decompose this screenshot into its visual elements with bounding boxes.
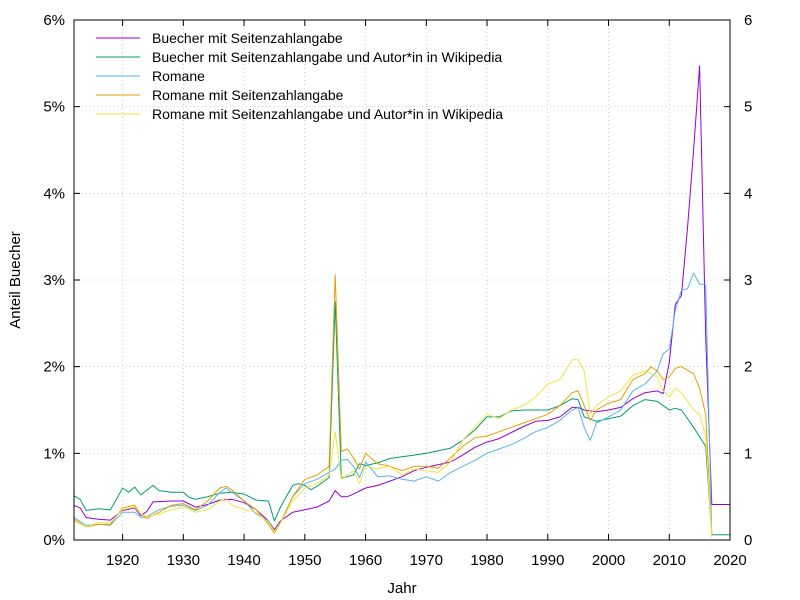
series-lines: [73, 65, 730, 537]
x-tick-label: 1920: [106, 552, 139, 569]
y-tick-label-right: 2: [744, 359, 752, 376]
series-line-5: [73, 359, 713, 536]
axis-ticks: 1920 1930 1940 1950 1960 1970 1980 1990 2000 2010…: [43, 12, 752, 569]
x-tick-label: 2000: [592, 552, 625, 569]
legend-label-5: Romane mit Seitenzahlangabe und Autor*in…: [152, 106, 503, 122]
x-tick-label: 1940: [227, 552, 260, 569]
y-tick-label-left: 5%: [43, 99, 65, 116]
y-tick-label-left: 2%: [43, 359, 65, 376]
y-tick-label-left: 0%: [43, 532, 65, 549]
y-tick-label-right: 1: [744, 445, 752, 462]
x-tick-label: 1960: [349, 552, 382, 569]
series-line-4: [73, 274, 713, 536]
x-tick-label: 1980: [470, 552, 503, 569]
legend: Buecher mit Seitenzahlangabe Buecher mit …: [96, 30, 503, 122]
grid: [74, 20, 730, 540]
legend-label-2: Buecher mit Seitenzahlangabe und Autor*i…: [152, 49, 502, 65]
y-tick-label-right: 0: [744, 532, 752, 549]
legend-label-4: Romane mit Seitenzahlangabe: [152, 87, 344, 103]
series-line-3: [73, 272, 713, 537]
legend-label-3: Romane: [152, 68, 205, 84]
x-tick-label: 1990: [531, 552, 564, 569]
series-line-2: [73, 301, 730, 536]
x-tick-label: 2020: [713, 552, 746, 569]
x-tick-label: 1950: [288, 552, 321, 569]
y-axis-label: Anteil Buecher: [7, 231, 24, 329]
y-tick-label-left: 6%: [43, 12, 65, 29]
y-tick-label-left: 4%: [43, 185, 65, 202]
x-tick-label: 1930: [167, 552, 200, 569]
series-line-1: [73, 65, 730, 531]
x-tick-label: 1970: [410, 552, 443, 569]
y-tick-label-left: 1%: [43, 445, 65, 462]
x-tick-label: 2010: [653, 552, 686, 569]
y-tick-label-left: 3%: [43, 272, 65, 289]
y-tick-label-right: 5: [744, 99, 752, 116]
x-axis-label: Jahr: [387, 580, 416, 597]
legend-label-1: Buecher mit Seitenzahlangabe: [152, 30, 343, 46]
y-tick-label-right: 4: [744, 185, 752, 202]
y-tick-label-right: 3: [744, 272, 752, 289]
y-tick-label-right: 6: [744, 12, 752, 29]
